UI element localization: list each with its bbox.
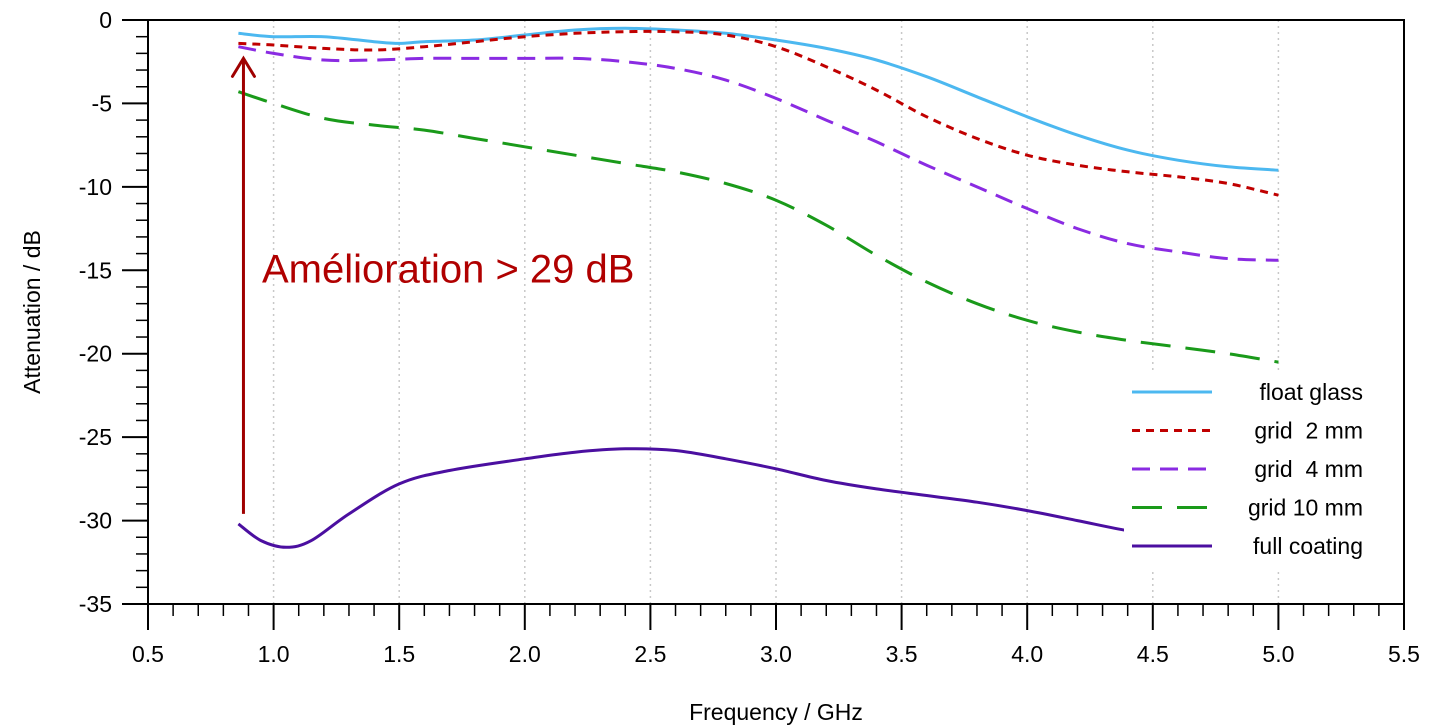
series-line-full-coating — [237, 447, 1179, 549]
x-tick-label: 1.5 — [383, 641, 415, 667]
y-tick-label: -20 — [79, 341, 112, 367]
series-layer — [237, 26, 1279, 549]
y-tick-label: -25 — [79, 424, 112, 450]
x-tick-label: 4.5 — [1137, 641, 1169, 667]
series-line-grid-4-mm — [238, 45, 1279, 262]
x-axis-title: Frequency / GHz — [689, 699, 863, 725]
legend-label: float glass — [1259, 379, 1363, 405]
legend-label: grid 4 mm — [1254, 456, 1363, 482]
series-line-float-glass — [238, 26, 1279, 172]
y-tick-label: -10 — [79, 174, 112, 200]
y-axis-title: Attenuation / dB — [19, 230, 45, 394]
annotation-text: Amélioration > 29 dB — [262, 247, 634, 291]
x-tick-label: 3.0 — [760, 641, 792, 667]
legend-label: full coating — [1253, 533, 1363, 559]
y-tick-label: -30 — [79, 508, 112, 534]
y-tick-label: -15 — [79, 257, 112, 283]
improvement-arrow-head — [230, 55, 256, 78]
x-tick-label: 2.5 — [634, 641, 666, 667]
legend-label: grid 10 mm — [1248, 495, 1363, 521]
series-line-grid-10-mm — [237, 90, 1279, 364]
annotation-layer: Amélioration > 29 dB — [230, 55, 634, 514]
y-tick-label: -35 — [79, 591, 112, 617]
series-line-grid-2-mm — [238, 29, 1279, 197]
x-tick-label: 2.0 — [509, 641, 541, 667]
y-tick-label: -5 — [92, 90, 112, 116]
legend: float glass grid 2 mm grid 4 mm grid 10 mm f… — [1124, 370, 1392, 570]
x-tick-label: 1.0 — [258, 641, 290, 667]
x-tick-label: 5.5 — [1388, 641, 1420, 667]
x-tick-label: 3.5 — [886, 641, 918, 667]
y-tick-label: 0 — [99, 7, 112, 33]
axes-layer: 0.5 1.0 1.5 2.0 2.5 3.0 3.5 4.0 4.5 5.0 5.5 0 -5 -10 -… — [79, 7, 1420, 667]
x-tick-label: 0.5 — [132, 641, 164, 667]
x-tick-label: 4.0 — [1011, 641, 1043, 667]
x-tick-label: 5.0 — [1262, 641, 1294, 667]
legend-label: grid 2 mm — [1254, 418, 1363, 444]
